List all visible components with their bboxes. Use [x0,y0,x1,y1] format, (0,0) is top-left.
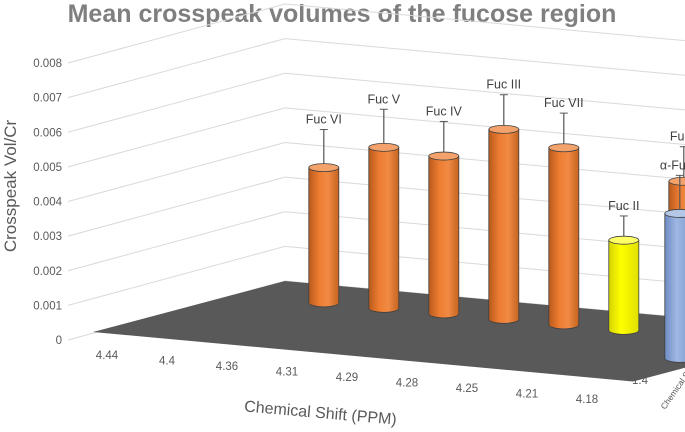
bar-top [488,124,520,134]
gridline-side [67,3,286,64]
y-tick-label: 0.008 [33,58,62,70]
chart-title: Mean crosspeak volumes of the fucose reg… [68,0,617,28]
gridline-back [284,142,685,180]
data-label: Fuc III [486,78,521,92]
data-label: Fuc IV [426,104,463,118]
x-tick-label: 4.44 [96,350,119,362]
gridline-side [67,72,286,133]
bar-body [488,128,520,324]
data-label: Fuc I [670,130,685,144]
x-tick-label: 4.31 [276,366,298,378]
bar-fuc-iii [488,94,520,324]
z-axis-ticks: 1.14 1.36 1.4 [632,323,667,387]
x-axis-ticks: 4.44 4.4 4.36 4.31 4.29 4.28 4.25 4.21 4.18 [96,350,598,406]
bar-fuc-ii [608,215,640,335]
data-labels: Fuc VI Fuc V Fuc IV Fuc III Fuc VII Fuc II Fuc… [306,78,685,213]
y-axis-ticks: 0 0.001 0.002 0.003 0.004 0.005 0.006 0.007 0.00… [33,58,62,347]
gridline-side [67,107,286,168]
x-tick-label: 4.28 [396,377,418,389]
y-tick-label: 0.002 [33,266,62,278]
bar-top [428,151,460,161]
bars [308,94,685,363]
y-axis-label: Crosspeak Vol/Cr [1,120,20,253]
gridline-side [67,176,286,237]
bar-body [428,155,460,319]
gridline-side [67,142,286,202]
bar-body [548,147,580,330]
y-tick-label: 0.006 [33,127,62,139]
data-label: Fuc V [367,92,400,106]
z-tick-label: 1.4 [632,375,649,387]
x-tick-label: 4.4 [159,355,176,367]
chart-floor [93,281,685,382]
bar-top [548,143,580,153]
bar-α-fuc-i [664,174,685,363]
bar-body [308,167,340,308]
gridline-side [67,245,286,306]
x-axis-label: Chemical Shift (PPM) [243,398,397,428]
gridline-side [67,211,286,272]
bar-fuc-iv [428,120,460,319]
x-tick-label: 4.25 [456,383,478,395]
bar-body [664,213,685,363]
data-label: Fuc VI [306,113,342,127]
gridline-side [67,38,286,99]
bar-fuc-v [368,108,400,313]
floor-plane [93,281,685,382]
y-tick-label: 0 [56,335,62,347]
x-tick-label: 4.21 [516,388,538,400]
gridline-back [284,72,685,111]
z-tick-label: 1.14 [644,323,667,335]
x-tick-label: 4.18 [576,394,598,406]
y-tick-label: 0.007 [33,93,62,105]
y-tick-label: 0.001 [33,300,62,312]
bar-body [608,239,640,335]
x-tick-label: 4.36 [216,361,238,373]
gridline-back [284,3,685,42]
y-tick-label: 0.003 [33,231,62,243]
data-label: Fuc II [608,199,639,213]
y-tick-label: 0.005 [33,162,62,174]
y-tick-label: 0.004 [33,197,62,209]
data-label: α-Fuc-I [660,158,685,172]
bar-fuc-vii [548,112,580,330]
bar-top [368,142,400,152]
gridline-back [284,107,685,146]
gridline-back [284,38,685,76]
x-tick-label: 4.29 [336,372,358,384]
data-label: Fuc VII [544,96,584,110]
bar-top [664,209,685,218]
bar-top [308,163,340,173]
z-tick-label: 1.36 [638,347,660,359]
bar-body [368,146,400,313]
bar-fuc-vi [308,129,340,308]
bar-top [608,235,640,245]
